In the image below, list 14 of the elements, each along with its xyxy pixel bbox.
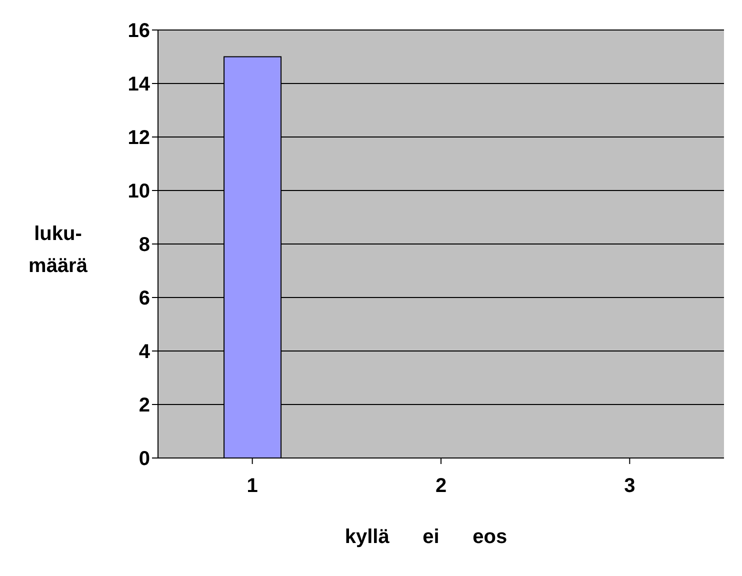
y-tick-label: 16 <box>128 20 150 42</box>
x-tick-label: 2 <box>435 475 447 498</box>
x-tick-label: 1 <box>246 475 258 498</box>
y-tick-label: 8 <box>138 234 150 256</box>
y-tick-label: 0 <box>138 448 150 470</box>
y-axis-title: luku- määrä <box>28 222 88 279</box>
x-axis-title: kyllä ei eos <box>344 526 508 549</box>
y-tick-label: 12 <box>128 127 150 150</box>
y-tick-label: 2 <box>138 394 150 417</box>
y-tick-label: 14 <box>128 74 151 96</box>
y-tick-label: 10 <box>128 180 150 203</box>
y-tick-label: 6 <box>138 288 150 310</box>
y-tick-label: 4 <box>138 341 151 364</box>
x-tick-label: 3 <box>624 475 636 498</box>
